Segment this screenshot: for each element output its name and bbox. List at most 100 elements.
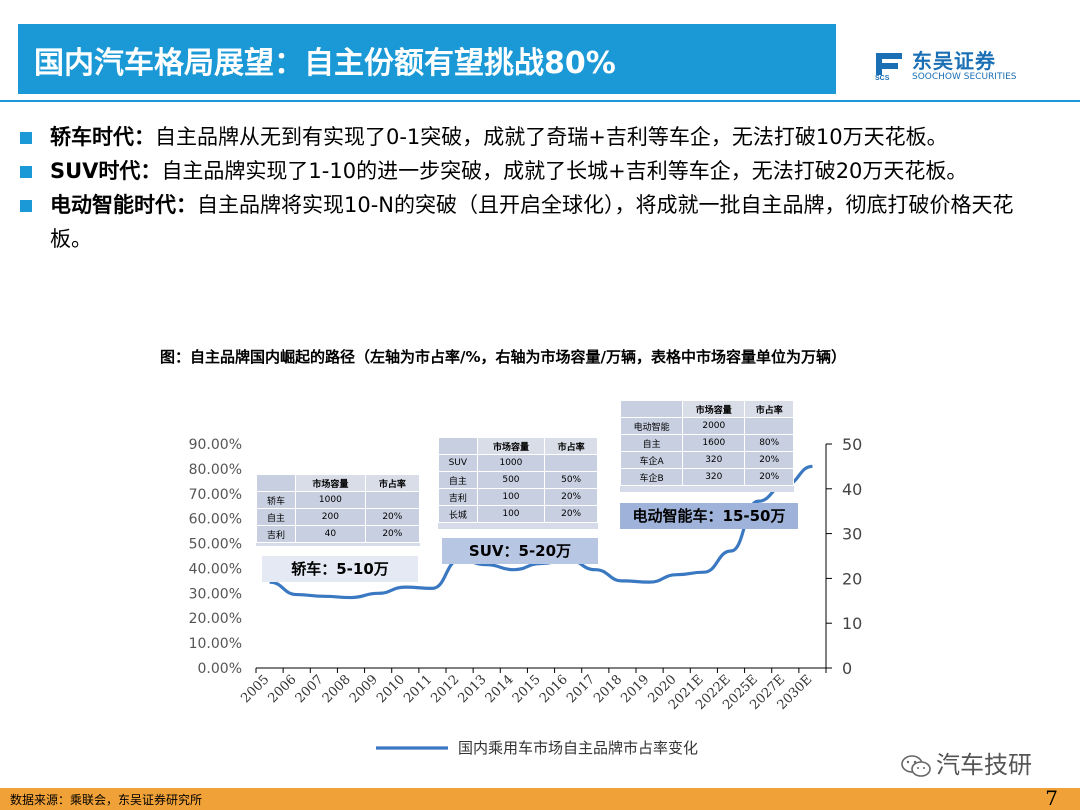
ev-table-cell: 市场容量 [682,400,746,418]
sedan-table-cell: 轿车 [255,491,297,509]
sedan-table-cell: 自主 [255,508,297,526]
company-logo: SCS 东吴证券 SOOCHOW SECURITIES [872,45,1042,87]
ev-table-cell: 车企B [619,468,684,486]
logo-en-text: SOOCHOW SECURITIES [912,72,1017,82]
ev-table-row: 电动智能 2000 [619,417,794,435]
logo-cn-text: 东吴证券 [912,49,996,73]
logo-icon: SCS [872,47,906,81]
ev-table: 市场容量 市占率 电动智能 2000 自主 1600 80% 车企A 320 20% 车企B 320 2… [619,400,794,486]
sedan-table-row: 自主 200 20% [255,508,421,526]
y-right-tick-label: 0 [842,659,852,678]
y-left-tick-label: 90.00% [189,437,242,453]
suv-table-cell [544,454,598,472]
page-number: 7 [1045,786,1058,810]
bullet-item-suv: SUV时代：自主品牌实现了1-10的进一步突破，成就了长城+吉利等车企，无法打破… [18,154,1028,188]
x-tick-label: 2007 [293,672,327,706]
y-left-tick-label: 60.00% [189,512,242,528]
ev-table-cell: 自主 [619,434,684,452]
x-tick-label: 2009 [347,672,381,706]
ev-table-row: 车企A 320 20% [619,451,794,469]
bullet-item-ev: 电动智能时代：自主品牌将实现10-N的突破（且开启全球化），将成就一批自主品牌，… [18,188,1028,256]
x-tick-label: 2013 [456,672,490,706]
x-tick-label: 2014 [483,672,517,706]
x-tick-label: 2018 [591,672,625,706]
x-tick-label: 2005 [238,672,272,706]
sedan-table-cell: 1000 [295,491,366,509]
suv-table-cell: 长城 [438,505,478,523]
footer-bar: 数据来源：乘联会，东吴证券研究所 7 [0,786,1080,810]
suv-table-row: 自主 500 50% [438,471,598,489]
ev-table-cell: 车企A [619,451,684,469]
bullet-label: 电动智能时代： [50,193,197,217]
sedan-table-cell: 20% [364,508,421,526]
ev-table-cell: 320 [682,468,746,486]
x-tick-label: 2016 [537,672,571,706]
y-left-tick-label: 30.00% [189,586,242,602]
suv-table-cell: 自主 [438,471,478,489]
sedan-table-cell: 40 [295,525,366,543]
y-left-tick-label: 10.00% [189,636,242,652]
data-source: 数据来源：乘联会，东吴证券研究所 [10,793,203,807]
sedan-table-cell: 市场容量 [295,474,366,492]
wechat-watermark: 汽车技研 [900,745,1032,780]
suv-table-row: 长城 100 20% [438,505,598,523]
x-tick-label: 2011 [401,672,435,706]
bullet-label: 轿车时代： [50,125,155,149]
y-right-tick-label: 30 [842,525,862,544]
era-label-suv: SUV：5-20万 [442,538,598,564]
ev-table-cell [744,417,794,435]
sedan-table-row: 吉利 40 20% [255,525,421,543]
sedan-table: 市场容量 市占率 轿车 1000 自主 200 20% 吉利 40 20% [255,474,421,543]
chart-caption: 图：自主品牌国内崛起的路径（左轴为市占率/%，右轴为市场容量/万辆，表格中市场容… [160,348,846,366]
svg-text:SCS: SCS [875,75,890,81]
y-left-tick-label: 20.00% [189,611,242,627]
wechat-icon [901,755,931,777]
ev-table-cell: 2000 [682,417,746,435]
ev-table-row: 车企B 320 20% [619,468,794,486]
bullet-list: 轿车时代：自主品牌从无到有实现了0-1突破，成就了奇瑞+吉利等车企，无法打破10… [18,120,1028,256]
bullet-text: 自主品牌从无到有实现了0-1突破，成就了奇瑞+吉利等车企，无法打破10万天花板。 [155,125,948,149]
x-tick-label: 2012 [428,672,462,706]
y-right-tick-label: 20 [842,569,862,588]
sedan-table-cell: 市占率 [364,474,421,492]
suv-table-cell: 100 [476,505,546,523]
x-tick-label: 2019 [618,672,652,706]
suv-table-cell: 市占率 [544,437,598,455]
y-right-tick-label: 10 [842,614,862,633]
legend-label: 国内乘用车市场自主品牌市占率变化 [458,739,698,757]
ev-table-cell: 20% [744,468,794,486]
suv-table-cell: 100 [476,488,546,506]
suv-table-cell: 50% [544,471,598,489]
sedan-table-row: 轿车 1000 [255,491,421,509]
ev-table-cell: 1600 [682,434,746,452]
y-left-tick-label: 80.00% [189,462,242,478]
bullet-square-icon [20,132,32,144]
x-tick-label: 2006 [266,672,300,706]
bullet-text: 自主品牌实现了1-10的进一步突破，成就了长城+吉利等车企，无法打破20万天花板… [161,159,968,183]
ev-table-cell: 市占率 [744,400,794,418]
suv-table-cell: 市场容量 [476,437,546,455]
sedan-table-cell: 20% [364,525,421,543]
sedan-table-cell: 200 [295,508,366,526]
bullet-item-sedan: 轿车时代：自主品牌从无到有实现了0-1突破，成就了奇瑞+吉利等车企，无法打破10… [18,120,1028,154]
suv-table-cell [438,437,478,455]
suv-table-cell: SUV [438,454,478,472]
suv-table-cell: 20% [544,488,598,506]
y-left-tick-label: 70.00% [189,487,242,503]
bullet-text: 自主品牌将实现10-N的突破（且开启全球化），将成就一批自主品牌，彻底打破价格天… [50,193,1014,251]
ev-table-row: 自主 1600 80% [619,434,794,452]
page-title: 国内汽车格局展望：自主份额有望挑战80% [34,46,616,81]
y-right-tick-label: 50 [842,435,862,454]
bullet-square-icon [20,200,32,212]
ev-table-cell: 80% [744,434,794,452]
y-left-tick-label: 50.00% [189,537,242,553]
x-tick-label: 2015 [510,672,544,706]
bullet-label: SUV时代： [50,159,162,183]
sedan-table-row: 市场容量 市占率 [255,474,421,492]
y-left-tick-label: 0.00% [198,661,242,677]
suv-table: 市场容量 市占率 SUV 1000 自主 500 50% 吉利 100 20% 长城 100 20% [438,437,598,523]
sedan-table-cell: 吉利 [255,525,297,543]
x-tick-label: 2017 [564,672,598,706]
suv-table-row: 吉利 100 20% [438,488,598,506]
y-right-tick-label: 40 [842,480,862,499]
